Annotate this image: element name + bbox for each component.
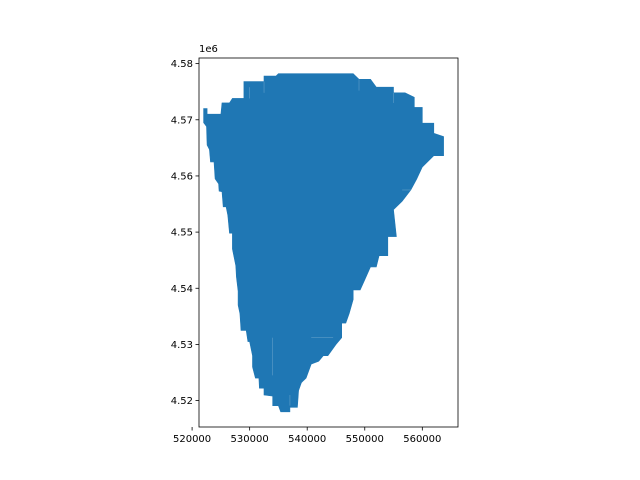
y-tick-label: 4.54 — [171, 284, 193, 295]
y-axis: 4.52 4.53 4.54 4.55 4.56 4.57 4.58 — [171, 59, 199, 407]
y-tick-label: 4.57 — [171, 115, 193, 126]
axes-frame — [198, 57, 459, 428]
region-polygon — [203, 73, 444, 413]
y-tick-label: 4.58 — [171, 59, 193, 70]
x-axis: 520000 530000 540000 550000 560000 — [173, 427, 441, 445]
x-tick-label: 540000 — [288, 434, 326, 445]
y-offset-label: 1e6 — [199, 44, 218, 55]
x-tick-label: 560000 — [403, 434, 441, 445]
x-tick-label: 530000 — [231, 434, 269, 445]
x-tick-label: 520000 — [173, 434, 211, 445]
tile-boundaries — [249, 79, 411, 406]
y-tick-label: 4.55 — [171, 228, 193, 239]
x-tick-label: 550000 — [346, 434, 384, 445]
y-tick-label: 4.53 — [171, 340, 193, 351]
y-tick-label: 4.56 — [171, 171, 193, 182]
map-region — [203, 73, 444, 413]
y-tick-label: 4.52 — [171, 396, 193, 407]
